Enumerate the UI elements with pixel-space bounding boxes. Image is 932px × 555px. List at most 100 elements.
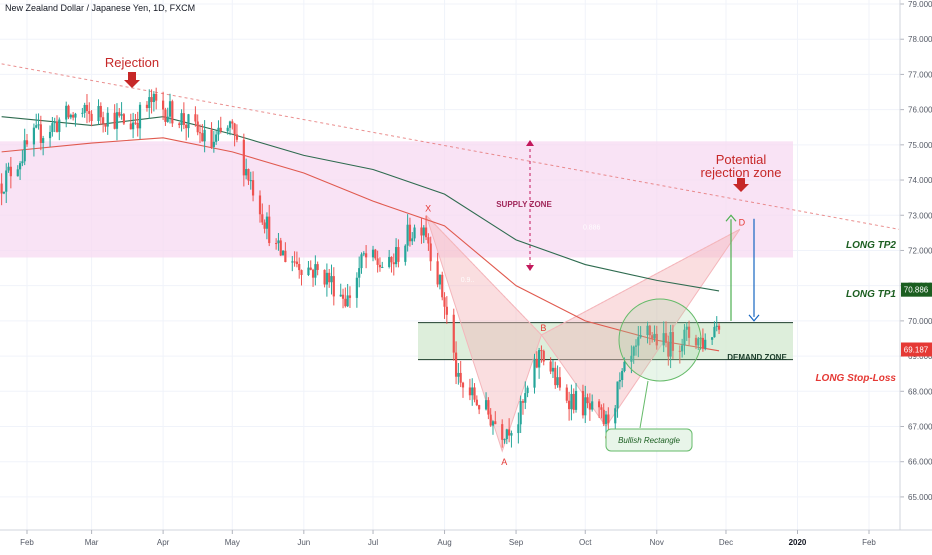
candle-body [717,325,721,330]
candle-body [459,372,462,383]
candle-body [171,101,174,124]
candle-body [406,224,409,246]
x-tick-label: 2020 [789,538,807,547]
candle-body [510,433,513,436]
candle-body [88,111,91,114]
candle-body [554,367,557,386]
candle-body [258,195,262,215]
zones: SUPPLY ZONE DEMAND ZONE [0,140,793,362]
x-tick-label: Apr [157,538,170,547]
price-tag-stop-loss [901,342,932,357]
candle-body [551,367,555,372]
candle-body [694,337,698,346]
candle-body [556,377,559,386]
candles [0,87,721,448]
x-tick-label: May [225,538,240,547]
candle-body [97,105,100,122]
candle-body [429,243,432,262]
candle-body [18,163,22,170]
candle-body [378,264,382,268]
demand-zone [418,322,793,360]
candle-body [268,216,271,244]
pattern-point-b: B [540,323,546,333]
y-tick-label: 74.000 [908,176,932,185]
candle-body [408,224,412,242]
candle-body [332,276,335,297]
candle-body [0,183,3,194]
candle-body [646,325,649,336]
candle-body [452,314,455,353]
candle-body [162,100,165,110]
candle-body [328,272,331,283]
candle-body [374,249,377,259]
candle-body [687,326,691,338]
ratio-label: 0.886 [583,224,601,231]
candle-body [323,269,326,285]
candle-body [51,123,54,132]
candle-body [454,352,458,377]
rejection-arrow-down-head [748,314,760,322]
candle-body [203,129,206,142]
annotation-rejection: Rejection [105,55,159,70]
candle-body [263,222,266,229]
candle-body [538,350,541,368]
candle-body [32,127,36,145]
candle-body [669,332,672,357]
candle-body [524,393,527,403]
candle-body [118,112,121,116]
candle-body [427,237,430,244]
candle-body [279,240,282,256]
candle-body [185,124,188,129]
candle-body [678,350,681,352]
x-tick-label: Jun [297,538,310,547]
bullish-rectangle-circle [618,298,702,382]
pattern-point-a: A [501,457,507,467]
candle-body [491,421,495,426]
candle-body [503,439,506,441]
candle-body [235,134,239,140]
candle-body [685,326,688,330]
candle-body [468,387,472,396]
candle-body [198,132,202,134]
candle-body [443,297,446,307]
candle-body [487,400,490,415]
annotation-rejection-zone: rejection zone [701,165,782,180]
y-tick-label: 72.000 [908,246,932,255]
candle-body [586,397,589,404]
moving-average-fast [1,137,720,352]
candle-body [182,113,185,125]
candle-body [697,338,700,346]
candle-body [74,113,77,118]
tp-arrow-up-head [725,214,737,222]
candle-body [632,346,635,356]
x-tick-label: Mar [85,538,99,547]
candle-body [390,256,393,263]
candle-body [261,214,264,223]
candle-body [281,250,285,256]
y-tick-label: 77.000 [908,70,932,79]
candle-body [293,261,296,263]
bullish-rectangle-pointer [639,380,649,429]
candle-body [129,123,132,130]
candle-body [475,399,478,406]
candle-body [413,227,416,239]
candle-body [81,112,84,114]
candle-body [604,414,608,424]
candle-body [219,127,222,132]
candle-body [683,329,686,346]
candle-body [581,390,585,416]
chart-title: New Zealand Dollar / Japanese Yen, 1D, F… [5,3,196,13]
candle-body [517,424,520,434]
candle-body [558,377,561,388]
candle-body [381,266,384,268]
candle-body [339,294,342,297]
candle-body [478,405,481,410]
y-tick-label: 66.000 [908,458,932,467]
candle-body [358,268,361,278]
candle-body [584,397,587,416]
candle-body [247,169,250,181]
y-tick-label: 67.000 [908,423,932,432]
